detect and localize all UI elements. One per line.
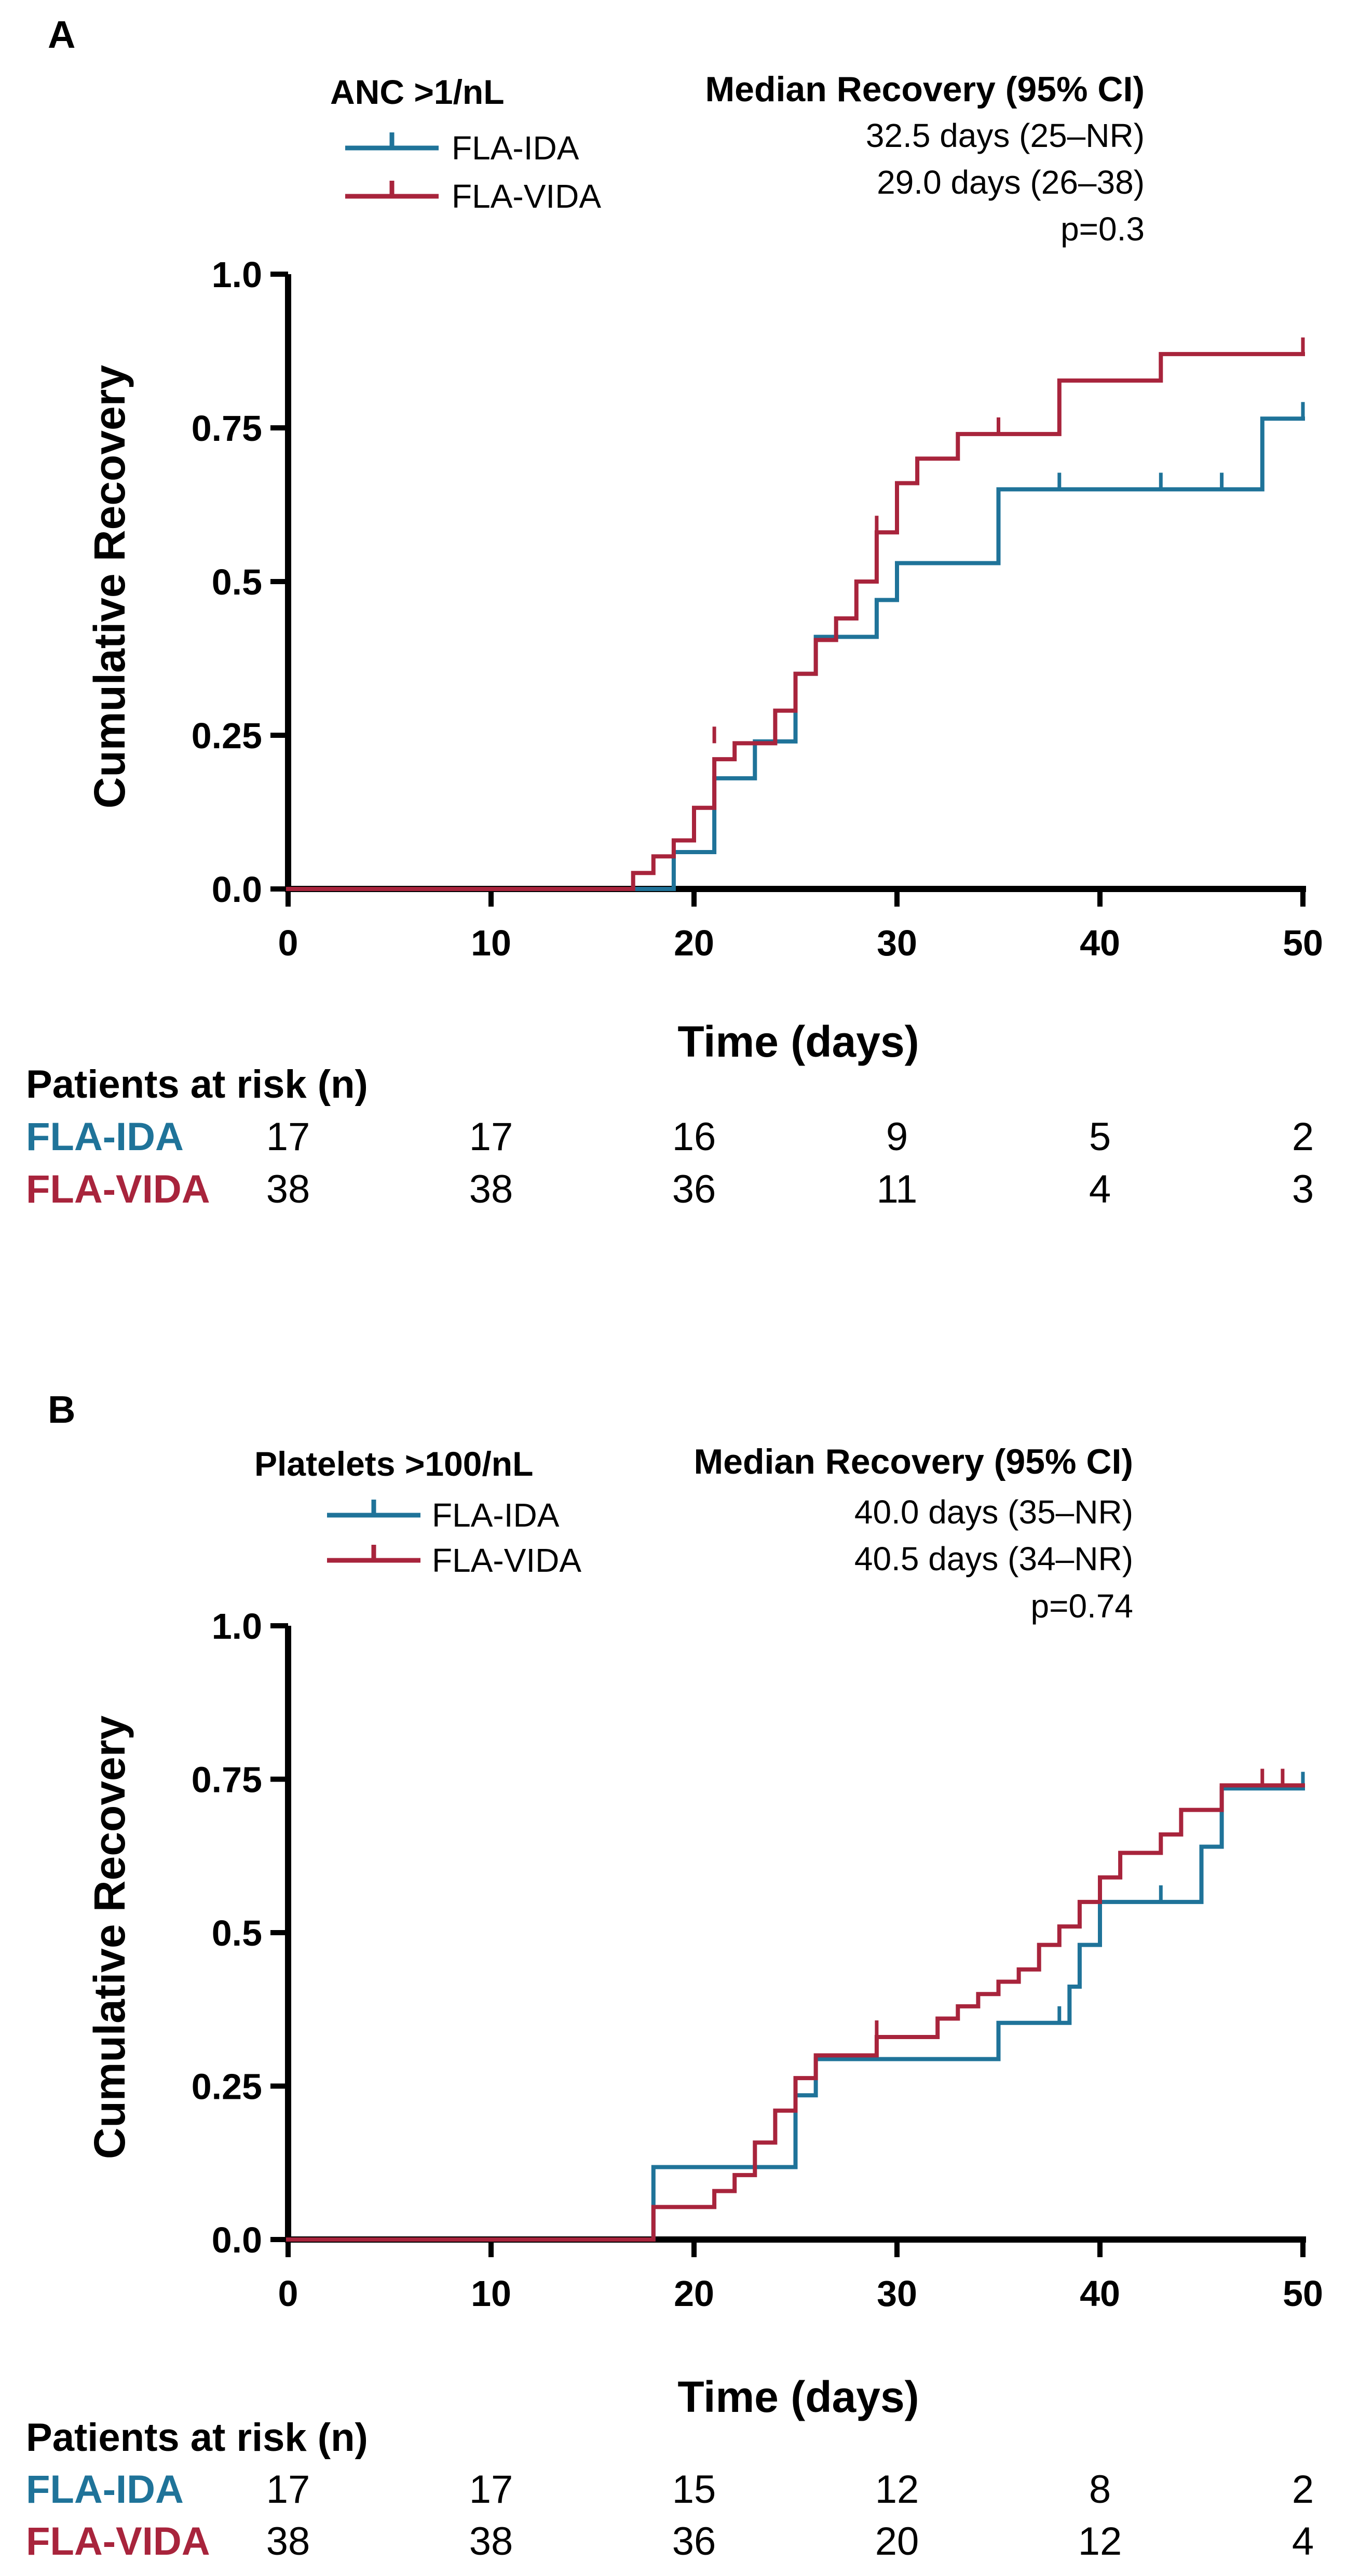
- plot-area: 0.0 0.25 0.5 0.75 1.0 0 10 20 30 40 50: [192, 1606, 1323, 2314]
- p-value: p=0.3: [1061, 210, 1145, 248]
- legend-label-fla-ida: FLA-IDA: [452, 129, 579, 167]
- panel-a: A ANC >1/nL FLA-IDA FLA-VIDA Median Reco…: [26, 13, 1323, 1211]
- x-tick-label: 0: [278, 2273, 298, 2314]
- at-risk-counts: 17 17 15 12 8 2 38 38 36 20 12 4: [266, 2467, 1314, 2564]
- median-recovery-fla-ida: 40.0 days (35–NR): [854, 1493, 1133, 1531]
- y-tick-label: 0.0: [212, 869, 262, 910]
- km-curve-fla-vida: [286, 352, 1305, 891]
- x-axis-title: Time (days): [677, 1017, 919, 1066]
- y-tick-label: 0.75: [192, 1760, 262, 1800]
- at-risk-count-fla-vida: 12: [1078, 2519, 1122, 2564]
- y-tick-label: 1.0: [212, 1606, 262, 1647]
- at-risk-table: Patients at risk (n) FLA-IDA FLA-VIDA 17…: [26, 2416, 1314, 2564]
- at-risk-count-fla-vida: 38: [469, 1167, 513, 1211]
- x-tick-label: 20: [674, 2273, 714, 2314]
- legend-label-fla-vida: FLA-VIDA: [452, 178, 601, 215]
- y-tick-label: 1.0: [212, 254, 262, 295]
- y-tick-label: 0.75: [192, 408, 262, 449]
- y-tick-label: 0.25: [192, 716, 262, 756]
- legend: ANC >1/nL FLA-IDA FLA-VIDA Median Recove…: [330, 70, 1145, 248]
- y-axis-title: Cumulative Recovery: [85, 365, 134, 809]
- at-risk-count-fla-ida: 12: [875, 2467, 919, 2512]
- at-risk-count-fla-ida: 8: [1089, 2467, 1111, 2512]
- plot-area: 0.0 0.25 0.5 0.75 1.0 0 10 20 30 40 50: [192, 254, 1323, 963]
- at-risk-count-fla-vida: 11: [877, 1167, 918, 1211]
- at-risk-count-fla-ida: 17: [266, 1115, 310, 1159]
- at-risk-count-fla-ida: 2: [1292, 1115, 1314, 1159]
- km-curve-fla-vida: [286, 1783, 1305, 2242]
- at-risk-group-fla-vida: FLA-VIDA: [26, 1167, 210, 1211]
- y-tick-label: 0.25: [192, 2067, 262, 2107]
- median-recovery-fla-vida: 40.5 days (34–NR): [854, 1540, 1133, 1577]
- at-risk-group-fla-vida: FLA-VIDA: [26, 2519, 210, 2564]
- x-axis-title: Time (days): [677, 2372, 919, 2421]
- p-value: p=0.74: [1030, 1587, 1133, 1625]
- x-tick-label: 50: [1283, 923, 1323, 963]
- km-curve-fla-ida: [286, 416, 1305, 891]
- panel-letter: B: [48, 1388, 75, 1431]
- panel-b: B Platelets >100/nL FLA-IDA FLA-VIDA Med…: [26, 1388, 1323, 2564]
- x-tick-label: 30: [877, 2273, 917, 2314]
- at-risk-header: Patients at risk (n): [26, 2416, 368, 2460]
- x-tick-label: 50: [1283, 2273, 1323, 2314]
- at-risk-count-fla-vida: 4: [1292, 2519, 1314, 2564]
- median-recovery-fla-vida: 29.0 days (26–38): [877, 164, 1145, 201]
- at-risk-counts: 17 17 16 9 5 2 38 38 36 11 4 3: [266, 1115, 1314, 1211]
- at-risk-count-fla-vida: 3: [1292, 1167, 1314, 1211]
- km-curve-fla-ida: [286, 1786, 1305, 2242]
- at-risk-count-fla-ida: 17: [266, 2467, 310, 2512]
- x-tick-label: 40: [1080, 923, 1120, 963]
- at-risk-count-fla-ida: 16: [672, 1115, 716, 1159]
- median-recovery-fla-ida: 32.5 days (25–NR): [866, 117, 1145, 154]
- at-risk-count-fla-ida: 17: [469, 1115, 513, 1159]
- y-axis-title: Cumulative Recovery: [85, 1716, 134, 2160]
- at-risk-table: Patients at risk (n) FLA-IDA FLA-VIDA 17…: [26, 1062, 1314, 1211]
- at-risk-count-fla-vida: 20: [875, 2519, 919, 2564]
- at-risk-count-fla-vida: 36: [672, 2519, 716, 2564]
- x-tick-label: 20: [674, 923, 714, 963]
- at-risk-count-fla-vida: 38: [266, 1167, 310, 1211]
- x-tick-label: 10: [471, 923, 511, 963]
- at-risk-group-fla-ida: FLA-IDA: [26, 2467, 184, 2512]
- x-tick-label: 0: [278, 923, 298, 963]
- at-risk-count-fla-vida: 4: [1089, 1167, 1111, 1211]
- at-risk-group-fla-ida: FLA-IDA: [26, 1115, 184, 1159]
- at-risk-count-fla-ida: 9: [886, 1115, 908, 1159]
- legend-title: ANC >1/nL: [330, 73, 505, 111]
- at-risk-count-fla-vida: 36: [672, 1167, 716, 1211]
- y-tick-label: 0.5: [212, 562, 262, 602]
- median-recovery-header: Median Recovery (95% CI): [694, 1442, 1133, 1481]
- x-tick-label: 30: [877, 923, 917, 963]
- at-risk-count-fla-ida: 5: [1089, 1115, 1111, 1159]
- legend-label-fla-ida: FLA-IDA: [432, 1496, 560, 1534]
- at-risk-count-fla-vida: 38: [266, 2519, 310, 2564]
- legend-title: Platelets >100/nL: [254, 1445, 533, 1483]
- x-tick-label: 40: [1080, 2273, 1120, 2314]
- at-risk-count-fla-ida: 17: [469, 2467, 513, 2512]
- y-tick-label: 0.5: [212, 1913, 262, 1953]
- median-recovery-header: Median Recovery (95% CI): [705, 70, 1145, 109]
- at-risk-header: Patients at risk (n): [26, 1062, 368, 1107]
- legend-label-fla-vida: FLA-VIDA: [432, 1542, 581, 1579]
- legend: Platelets >100/nL FLA-IDA FLA-VIDA Media…: [254, 1442, 1133, 1625]
- y-tick-label: 0.0: [212, 2220, 262, 2260]
- at-risk-count-fla-vida: 38: [469, 2519, 513, 2564]
- at-risk-count-fla-ida: 2: [1292, 2467, 1314, 2512]
- at-risk-count-fla-ida: 15: [672, 2467, 716, 2512]
- panel-letter: A: [48, 13, 75, 56]
- x-tick-label: 10: [471, 2273, 511, 2314]
